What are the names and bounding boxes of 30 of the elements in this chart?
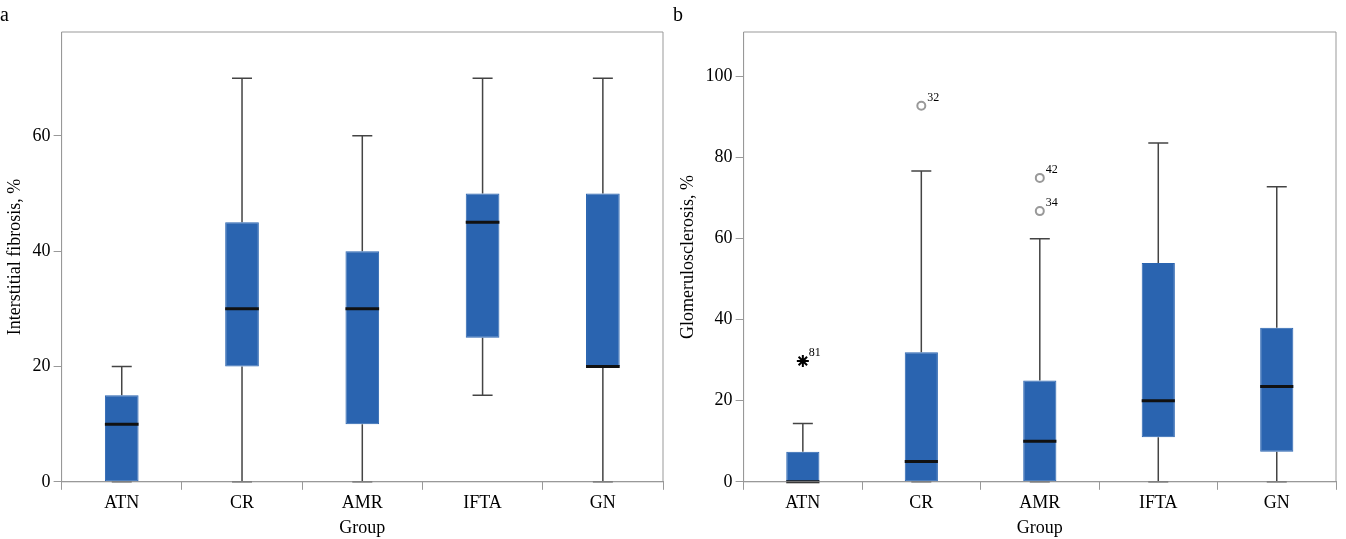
x-tick-label: IFTA: [1139, 492, 1178, 513]
x-tick-label: ATN: [785, 492, 821, 513]
chart-title: a: [0, 3, 9, 26]
x-tick-label: AMR: [341, 492, 383, 513]
x-tick-label: GN: [1263, 492, 1290, 513]
annotation: 42: [1045, 162, 1058, 177]
y-tick-label: 20: [32, 355, 51, 376]
y-tick-label: 60: [32, 124, 51, 145]
y-tick-label: 40: [714, 308, 733, 329]
x-tick-label: ATN: [104, 492, 140, 513]
y-tick-label: 20: [714, 389, 733, 410]
y-tick-label: 0: [41, 470, 51, 491]
y-axis-title: Interstitial fibrosis, %: [3, 178, 24, 336]
x-tick-label: AMR: [1019, 492, 1061, 513]
chart-title: b: [673, 3, 683, 26]
x-tick-label: CR: [230, 492, 255, 513]
annotation: 81: [808, 345, 821, 360]
x-tick-label: IFTA: [463, 492, 502, 513]
x-axis-title: Group: [339, 516, 386, 537]
y-tick-label: 100: [705, 65, 733, 86]
x-tick-label: CR: [909, 492, 934, 513]
y-tick-label: 40: [32, 239, 51, 260]
annotation: 34: [1045, 195, 1058, 210]
y-tick-label: 60: [714, 227, 733, 248]
x-axis-title: Group: [1016, 516, 1063, 537]
y-tick-label: 0: [723, 470, 733, 491]
annotation: 32: [927, 89, 940, 104]
y-tick-label: 80: [714, 146, 733, 167]
x-tick-label: GN: [589, 492, 616, 513]
y-axis-title: Glomerulosclerosis, %: [676, 174, 697, 339]
